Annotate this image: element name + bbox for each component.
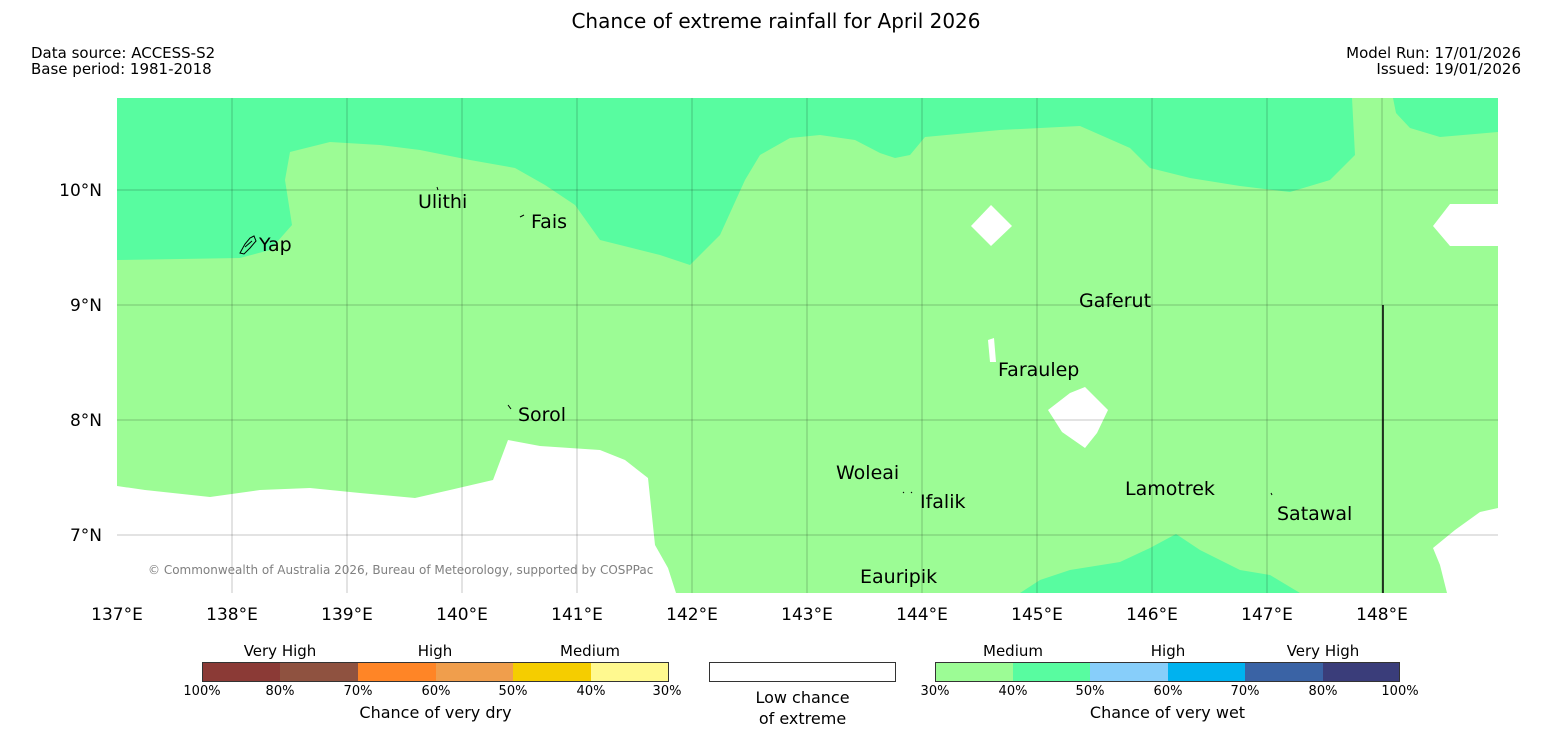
lat-label-7n: 7°N	[70, 526, 102, 546]
legend-wet-swatch-1	[935, 662, 1013, 682]
lat-label-8n: 8°N	[70, 411, 102, 431]
map-title: Chance of extreme rainfall for April 202…	[571, 9, 981, 33]
legend-wet-swatch-6	[1323, 662, 1400, 682]
model-run: Model Run: 17/01/2026	[1346, 44, 1521, 62]
legend-dry-swatch-3	[358, 662, 436, 682]
legend-dry-border	[202, 662, 669, 682]
base-period: Base period: 1981-2018	[31, 60, 212, 78]
legend-wet-cat-high: High	[1150, 642, 1186, 660]
place-label-yap: Yap	[258, 234, 292, 256]
legend-wet-swatch-4	[1168, 662, 1245, 682]
lat-label-9n: 9°N	[70, 296, 102, 316]
place-label-sorol: Sorol	[518, 404, 566, 426]
legend-dry-tick: 80%	[265, 684, 295, 699]
legend-wet-tick: 60%	[1153, 684, 1183, 699]
lon-label-145e: 145°E	[1011, 605, 1063, 625]
legend-wet-tick: 30%	[920, 684, 950, 699]
lat-label-10n: 10°N	[59, 181, 102, 201]
legend-wet-border	[935, 662, 1400, 682]
lon-label-141e: 141°E	[551, 605, 603, 625]
data-source-block: Data source: ACCESS-S2 Base period: 1981…	[31, 45, 215, 77]
legend-dry-swatch-4	[436, 662, 513, 682]
legend-low-line2: of extreme	[758, 709, 847, 728]
legend-wet-swatch-2	[1013, 662, 1090, 682]
lon-label-147e: 147°E	[1241, 605, 1293, 625]
map-area-low-southwest	[117, 440, 676, 593]
legend-low-line1: Low chance	[755, 688, 850, 707]
place-label-fais: Fais	[531, 211, 567, 233]
legend-wet-tick: 40%	[998, 684, 1028, 699]
data-source: Data source: ACCESS-S2	[31, 44, 216, 62]
lon-label-140e: 140°E	[436, 605, 488, 625]
model-info-block: Model Run: 17/01/2026 Issued: 19/01/2026	[1346, 45, 1521, 77]
place-label-lamotrek: Lamotrek	[1125, 478, 1215, 500]
island-shapes	[239, 186, 1273, 496]
legend-dry-swatch-6	[591, 662, 669, 682]
lon-label-142e: 142°E	[666, 605, 718, 625]
issued-date: Issued: 19/01/2026	[1376, 60, 1521, 78]
legend-dry-tick: 100%	[183, 684, 221, 699]
legend-dry-swatch-5	[513, 662, 591, 682]
lon-label-143e: 143°E	[781, 605, 833, 625]
legend-wet-swatch-5	[1245, 662, 1323, 682]
legend-wet-swatch-3	[1090, 662, 1168, 682]
legend-wet-tick: 80%	[1308, 684, 1338, 699]
place-label-gaferut: Gaferut	[1079, 290, 1151, 312]
legend-wet-title: Chance of very wet	[1089, 703, 1246, 722]
place-label-ulithi: Ulithi	[418, 191, 467, 213]
legend-dry-title: Chance of very dry	[359, 703, 512, 722]
legend-dry-cat-very-high: Very High	[243, 642, 317, 660]
lon-label-138e: 138°E	[206, 605, 258, 625]
place-label-faraulep: Faraulep	[998, 359, 1079, 381]
map-area-40-50-north	[117, 98, 1355, 265]
lon-label-146e: 146°E	[1126, 605, 1178, 625]
legend-wet-cat-very-high: Very High	[1286, 642, 1360, 660]
map-area-low-diamond-1	[971, 205, 1012, 246]
lon-label-137e: 137°E	[91, 605, 143, 625]
place-label-woleai: Woleai	[836, 462, 899, 484]
map-area-40-50-northeast	[1393, 98, 1498, 137]
lon-label-144e: 144°E	[896, 605, 948, 625]
map-area-40-50-south	[1020, 534, 1300, 593]
lon-label-148e: 148°E	[1356, 605, 1408, 625]
copyright-note: © Commonwealth of Australia 2026, Bureau…	[148, 563, 653, 577]
map-area-low-southeast	[1433, 508, 1498, 593]
legend-low-swatch	[709, 662, 896, 682]
legend-dry-cat-medium: Medium	[560, 642, 620, 660]
legend-wet-cat-medium: Medium	[983, 642, 1043, 660]
legend-dry-swatch-2	[280, 662, 358, 682]
legend-dry-cat-high: High	[417, 642, 453, 660]
place-label-ifalik: Ifalik	[920, 491, 966, 513]
legend-dry-tick: 50%	[498, 684, 528, 699]
map-area-low-small	[988, 338, 996, 362]
legend-wet-tick: 50%	[1075, 684, 1105, 699]
legend-dry-tick: 60%	[421, 684, 451, 699]
legend-wet-tick: 100%	[1381, 684, 1419, 699]
map-gridlines	[117, 98, 1498, 593]
legend-dry-tick: 70%	[343, 684, 373, 699]
place-label-eauripik: Eauripik	[860, 566, 937, 588]
legend-wet-tick: 70%	[1230, 684, 1260, 699]
legend-dry-tick: 40%	[576, 684, 606, 699]
map-area-low-east	[1433, 204, 1498, 246]
legend-dry-tick: 30%	[652, 684, 682, 699]
place-label-satawal: Satawal	[1277, 503, 1352, 525]
map-area-low-blob	[1048, 387, 1108, 448]
legend-dry-swatch-1	[202, 662, 280, 682]
lon-label-139e: 139°E	[321, 605, 373, 625]
